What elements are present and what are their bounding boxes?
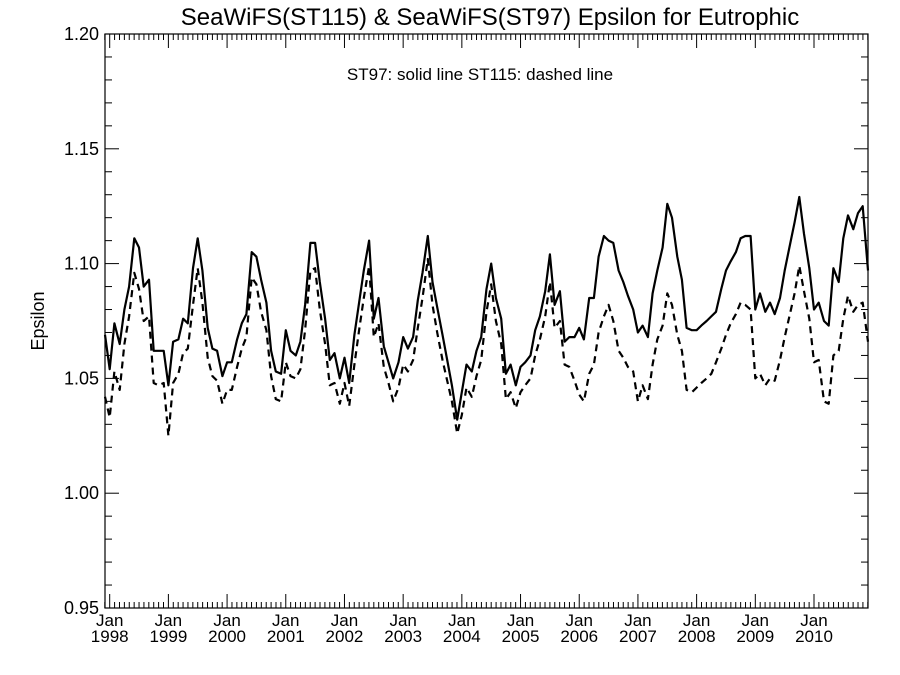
x-tick-label-year: 2009 (736, 627, 774, 646)
x-tick-label-month: Jan (331, 611, 358, 630)
y-tick-label: 1.10 (64, 254, 99, 274)
x-axis-ticks: Jan1998Jan1999Jan2000Jan2001Jan2002Jan20… (91, 34, 869, 646)
x-tick-label-month: Jan (448, 611, 475, 630)
x-tick-label-year: 1999 (149, 627, 187, 646)
x-tick-label-year: 2001 (267, 627, 305, 646)
x-tick-label-year: 1998 (91, 627, 129, 646)
x-tick-label-month: Jan (155, 611, 182, 630)
y-tick-label: 1.15 (64, 139, 99, 159)
x-tick-label-month: Jan (800, 611, 827, 630)
x-tick-label-year: 2007 (619, 627, 657, 646)
y-tick-label: 1.20 (64, 24, 99, 44)
x-tick-label-year: 2003 (384, 627, 422, 646)
x-tick-label-month: Jan (624, 611, 651, 630)
y-tick-label: 1.00 (64, 483, 99, 503)
x-tick-label-year: 2005 (502, 627, 540, 646)
y-tick-label: 1.05 (64, 368, 99, 388)
y-tick-label: 0.95 (64, 598, 99, 618)
x-tick-label-month: Jan (96, 611, 123, 630)
x-tick-label-month: Jan (742, 611, 769, 630)
series-line-st115 (103, 257, 870, 437)
x-tick-label-month: Jan (566, 611, 593, 630)
x-tick-label-year: 2004 (443, 627, 481, 646)
series-layer (103, 195, 870, 437)
x-tick-label-year: 2010 (795, 627, 833, 646)
chart-annotation: ST97: solid line ST115: dashed line (347, 65, 613, 84)
x-tick-label-month: Jan (213, 611, 240, 630)
y-axis-ticks: 0.95 1.00 1.05 1.10 1.15 1.20 (64, 24, 868, 618)
y-axis-label: Epsilon (28, 291, 48, 350)
x-tick-label-year: 2006 (560, 627, 598, 646)
x-tick-label-month: Jan (683, 611, 710, 630)
x-tick-label-month: Jan (507, 611, 534, 630)
series-line-st97 (103, 195, 870, 421)
x-tick-label-month: Jan (389, 611, 416, 630)
x-tick-label-year: 2002 (326, 627, 364, 646)
x-tick-label-year: 2000 (208, 627, 246, 646)
x-tick-label-year: 2008 (678, 627, 716, 646)
chart-title: SeaWiFS(ST115) & SeaWiFS(ST97) Epsilon f… (181, 4, 799, 31)
x-tick-label-month: Jan (272, 611, 299, 630)
